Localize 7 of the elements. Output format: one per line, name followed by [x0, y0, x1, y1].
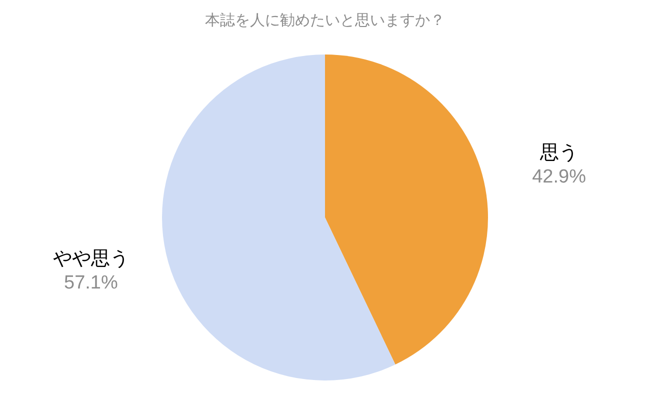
pie-slice: [325, 54, 488, 365]
data-label: 57.1%: [64, 272, 118, 294]
chart-title: 本誌を人に勧めたいと思いますか？: [205, 12, 445, 29]
data-label: 42.9%: [532, 166, 586, 188]
slice-label: やや思う: [52, 248, 129, 270]
slice-label: 思う: [539, 142, 578, 164]
pie-slice: [162, 54, 396, 380]
